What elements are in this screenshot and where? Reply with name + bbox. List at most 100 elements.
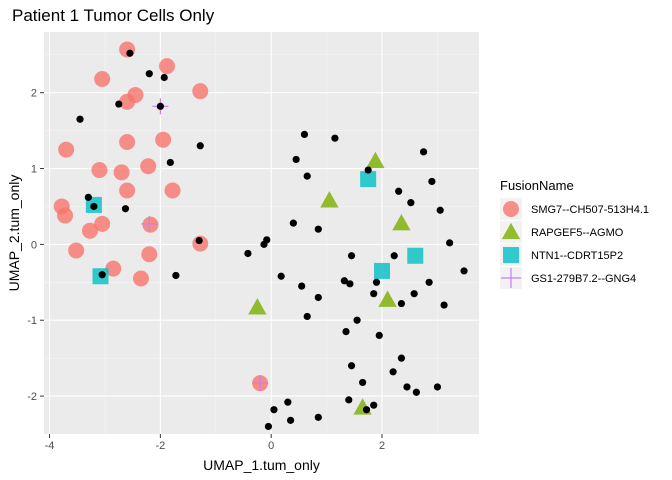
- cell-point: [284, 398, 292, 406]
- fusion-point: [141, 215, 158, 232]
- fusion-point: [68, 242, 85, 259]
- x-tick-label: -2: [155, 440, 165, 452]
- cell-point: [303, 172, 311, 180]
- cell-point: [372, 278, 381, 286]
- cell-point: [298, 282, 306, 290]
- cell-point: [121, 205, 130, 213]
- legend-key-square: [503, 247, 519, 263]
- y-tick-label: 1: [31, 164, 37, 176]
- fusion-point: [105, 260, 122, 277]
- cell-point: [410, 290, 418, 298]
- cell-point: [342, 328, 350, 336]
- cell-point: [412, 388, 420, 396]
- cell-point: [264, 422, 273, 431]
- legend-key-triangle: [501, 222, 521, 240]
- fusion-point: [91, 162, 108, 179]
- series-cross: [141, 98, 269, 392]
- cell-point: [390, 252, 398, 260]
- cell-point: [340, 277, 348, 285]
- cell-point: [244, 249, 252, 258]
- cell-point: [347, 362, 356, 370]
- cell-point: [292, 155, 300, 164]
- cell-point: [160, 73, 168, 82]
- cell-point: [156, 102, 164, 110]
- fusion-point: [140, 158, 157, 175]
- cell-point: [345, 396, 353, 404]
- cell-point: [433, 383, 442, 391]
- cell-point: [84, 193, 92, 201]
- series-triangle: [248, 151, 411, 415]
- cell-point: [195, 236, 203, 245]
- cell-point: [397, 354, 406, 362]
- y-tick-label: -1: [27, 315, 37, 327]
- cell-point: [90, 202, 98, 211]
- cell-point: [370, 401, 378, 409]
- plot-panel: [44, 32, 479, 434]
- fusion-point: [192, 83, 209, 100]
- fusion-point: [94, 215, 111, 232]
- cell-point: [286, 416, 295, 424]
- x-tick-label: -4: [45, 440, 55, 452]
- cell-point: [346, 280, 354, 288]
- legend-label: RAPGEF5--AGMO: [531, 227, 624, 239]
- fusion-point: [155, 131, 172, 148]
- fusion-point: [119, 133, 136, 150]
- x-axis-label: UMAP_1.tum_only: [203, 457, 320, 473]
- fusion-point: [119, 182, 136, 199]
- cell-point: [196, 142, 204, 150]
- all-cells-points: [76, 49, 468, 431]
- cell-point: [166, 158, 174, 167]
- legend: FusionName SMG7--CH507-513H4.1 RAPGEF5--A…: [500, 178, 649, 289]
- cell-point: [460, 267, 468, 275]
- cell-point: [172, 271, 180, 280]
- cell-point: [347, 252, 356, 260]
- cell-point: [126, 49, 134, 57]
- cell-point: [397, 299, 406, 308]
- cell-point: [370, 290, 378, 298]
- fusion-point: [248, 298, 267, 315]
- cell-point: [353, 316, 361, 324]
- cell-point: [98, 271, 106, 279]
- y-tick-label: 2: [31, 88, 37, 100]
- cell-point: [260, 240, 268, 248]
- cell-point: [436, 206, 444, 214]
- cell-point: [145, 70, 153, 78]
- cell-point: [300, 130, 309, 138]
- cell-point: [395, 187, 403, 195]
- fusion-series: [53, 41, 424, 415]
- cell-point: [446, 239, 454, 247]
- fusion-point: [392, 213, 411, 231]
- cell-point: [303, 312, 311, 321]
- y-tick-label: -2: [27, 391, 37, 403]
- cell-point: [314, 225, 322, 233]
- fusion-point: [378, 290, 397, 307]
- cell-point: [389, 368, 397, 376]
- cell-point: [277, 272, 285, 280]
- fusion-point: [141, 246, 158, 263]
- fusion-point: [132, 270, 149, 287]
- cell-point: [76, 115, 84, 123]
- fusion-point: [159, 58, 176, 75]
- fusion-point: [374, 262, 391, 279]
- cell-point: [419, 148, 428, 156]
- fusion-point: [407, 247, 424, 264]
- fusion-point: [360, 171, 377, 188]
- fusion-point: [58, 141, 75, 158]
- cell-point: [314, 293, 322, 302]
- cell-point: [407, 199, 415, 207]
- axes: -4 -2 0 2 -2 -1 0 1 2: [27, 88, 385, 452]
- cell-point: [364, 166, 372, 174]
- fusion-point: [113, 164, 130, 181]
- cell-point: [362, 406, 371, 414]
- series-circle: [53, 41, 269, 392]
- legend-key-cross: [501, 268, 521, 288]
- y-axis-label: UMAP_2.tum_only: [6, 175, 22, 292]
- grid-lines: [44, 32, 479, 434]
- fusion-point: [366, 151, 385, 169]
- legend-label: SMG7--CH507-513H4.1: [531, 204, 649, 216]
- cell-point: [403, 383, 411, 391]
- fusion-point: [142, 216, 159, 233]
- fusion-point: [57, 207, 74, 224]
- cell-point: [314, 413, 322, 421]
